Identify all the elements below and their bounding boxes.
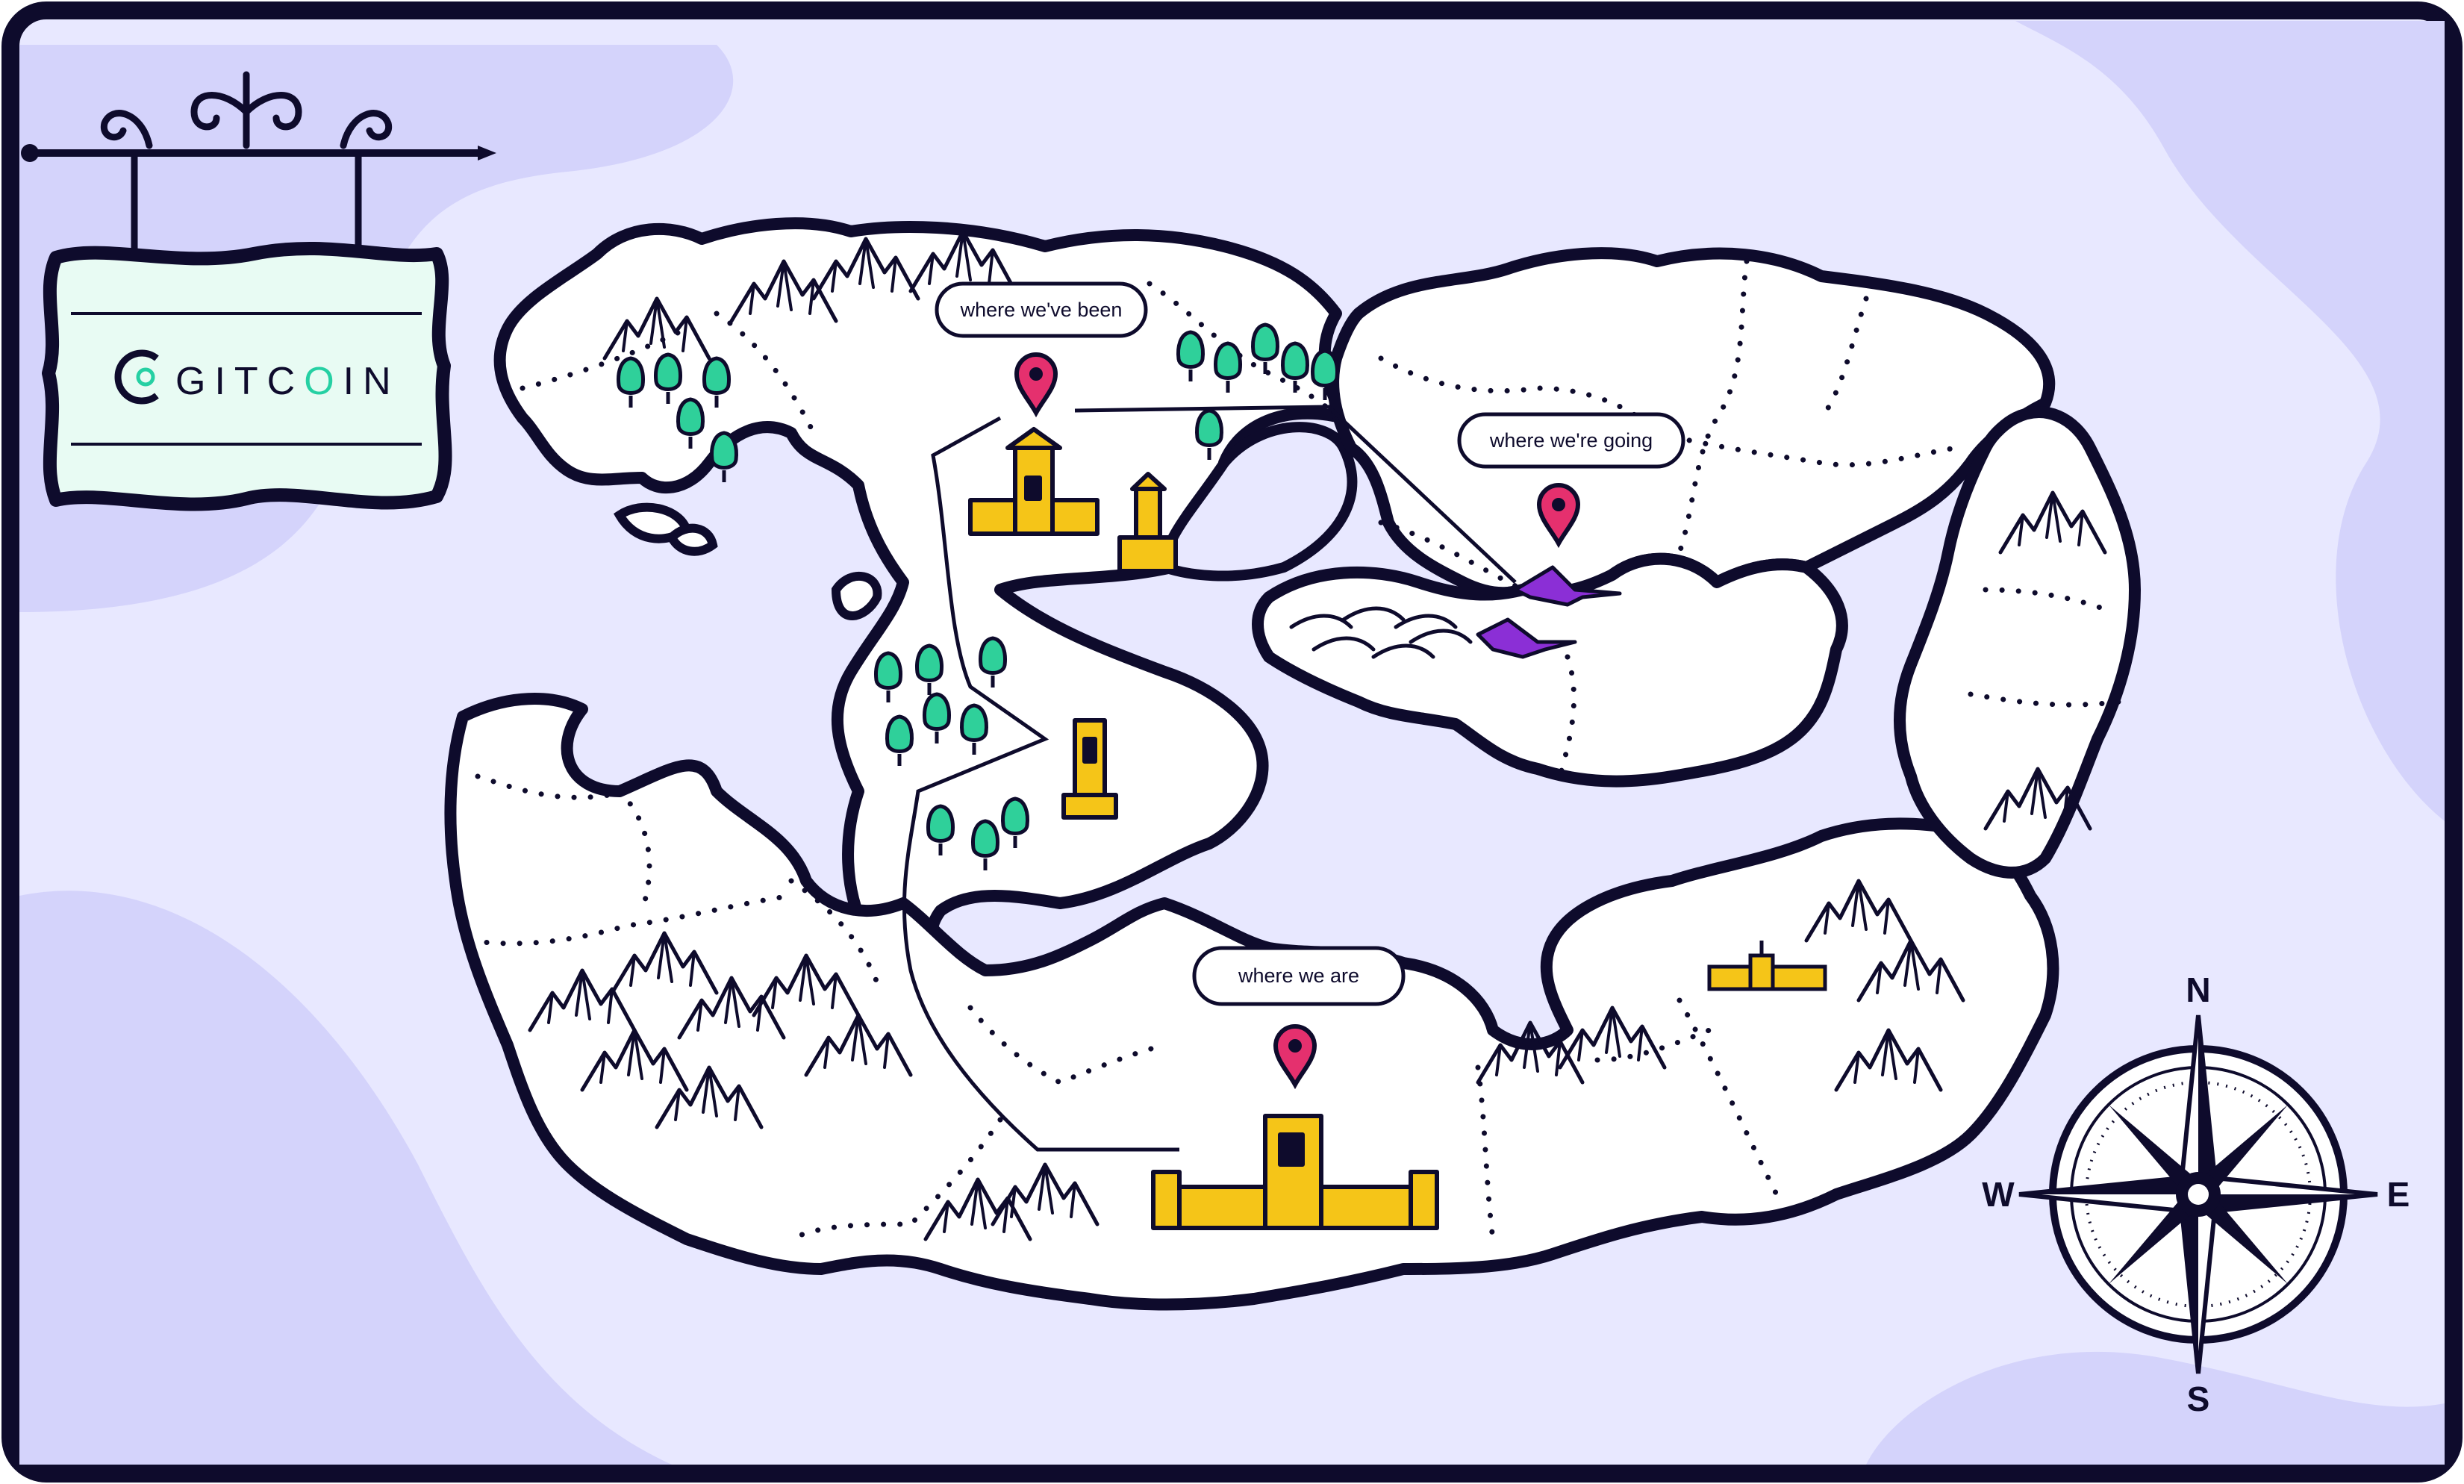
castle-icon — [1151, 1114, 1439, 1230]
far-east-island — [1894, 406, 2141, 879]
tower-icon — [1117, 472, 1178, 573]
dragon-icon — [1476, 565, 1622, 659]
compass-north: N — [2186, 970, 2210, 1009]
sea-shallows-right — [2015, 21, 2445, 821]
callout-where-were-going: where we're going — [1457, 412, 1685, 469]
brand-name: GITCOIN — [175, 360, 400, 403]
north-east-landmass — [1327, 247, 2056, 600]
fort-icon — [1707, 941, 1827, 991]
hanging-sign: GITCOIN — [21, 71, 496, 511]
sea-shallows-bottom-left — [19, 891, 672, 1465]
hills — [1289, 606, 1473, 659]
callout-where-weve-been: where we've been — [935, 281, 1148, 338]
compass-south: S — [2187, 1379, 2210, 1418]
svg-text:where we've been: where we've been — [960, 299, 1123, 321]
tower-icon — [1061, 718, 1118, 820]
compass-west: W — [1982, 1175, 2015, 1214]
journey-route — [902, 416, 1179, 1152]
compass-rose-icon: N E S W — [1982, 970, 2410, 1418]
compass-east: E — [2387, 1175, 2410, 1214]
sea-shallows-bottom-right — [1866, 1351, 2445, 1465]
region-borders — [467, 258, 2123, 1242]
svg-text:where we are: where we are — [1238, 964, 1359, 987]
svg-text:where we're going: where we're going — [1489, 429, 1653, 452]
castle-icon — [968, 427, 1100, 536]
callout-where-we-are: where we are — [1192, 946, 1406, 1006]
north-west-landmass — [493, 217, 1350, 993]
gitcoin-logo-icon — [114, 349, 159, 405]
